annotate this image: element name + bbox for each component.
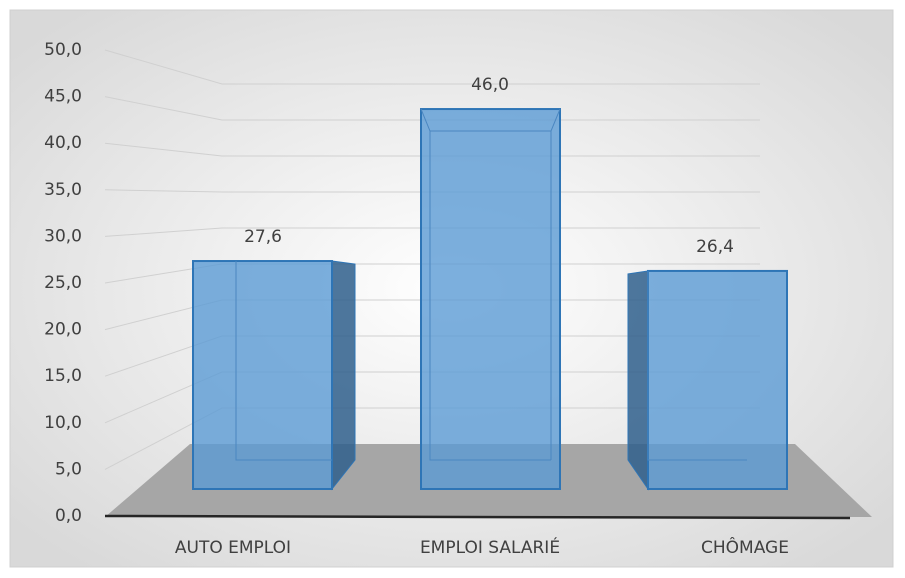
y-tick-label: 40,0 (44, 133, 82, 153)
bar-edge (647, 270, 747, 461)
value-label: 27,6 (244, 227, 282, 247)
value-label: 46,0 (471, 75, 509, 95)
bar-side (331, 260, 356, 491)
grid-line (104, 227, 760, 237)
bar (420, 108, 561, 490)
y-tick-label: 45,0 (44, 87, 82, 107)
x-tick-label: AUTO EMPLOI (175, 538, 291, 558)
x-axis (104, 514, 851, 520)
x-tick-label: EMPLOI SALARIÉ (420, 536, 560, 558)
bar-side (627, 270, 649, 491)
y-tick-label: 5,0 (55, 459, 82, 479)
bar (192, 260, 333, 490)
y-tick-label: 50,0 (44, 40, 82, 60)
grid-line (104, 189, 760, 193)
grid-line (104, 49, 760, 85)
y-tick-label: 10,0 (44, 413, 82, 433)
grid-line (104, 142, 760, 157)
y-tick-label: 35,0 (44, 180, 82, 200)
y-tick-label: 15,0 (44, 366, 82, 386)
y-tick-label: 30,0 (44, 226, 82, 246)
x-tick-label: CHÔMAGE (701, 536, 789, 558)
y-tick-label: 20,0 (44, 320, 82, 340)
value-label: 26,4 (696, 237, 734, 257)
grid-line (104, 96, 760, 121)
bar-edge (420, 108, 561, 132)
y-tick-label: 0,0 (55, 506, 82, 526)
bar-edge (429, 131, 551, 461)
bar (647, 269, 788, 490)
bar-edge (235, 261, 332, 461)
y-tick-label: 25,0 (44, 273, 82, 293)
